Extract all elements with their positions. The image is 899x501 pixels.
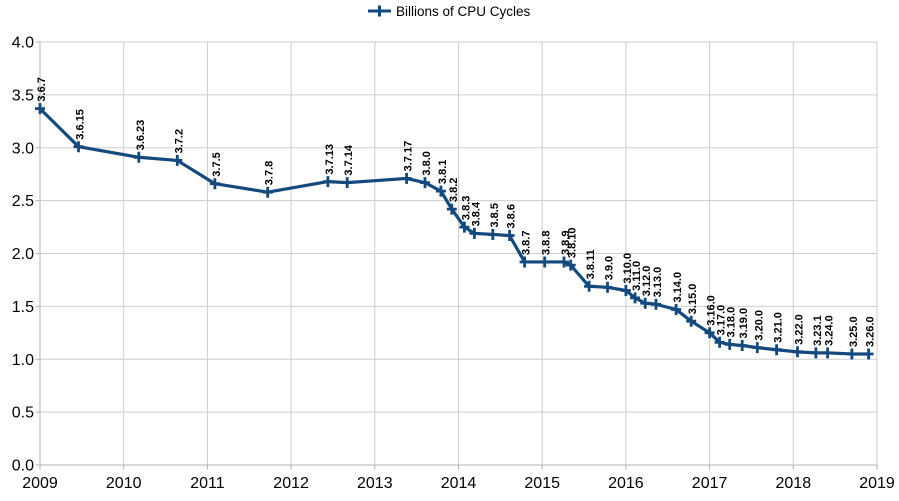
data-point-label: 3.8.6 — [506, 204, 518, 228]
data-point-label: 3.8.10 — [567, 228, 579, 259]
x-axis-tick-label: 2010 — [106, 475, 142, 492]
data-point-label: 3.7.13 — [324, 144, 336, 175]
data-point-label: 3.20.0 — [753, 310, 765, 341]
data-point-label: 3.18.0 — [726, 307, 738, 338]
y-axis-tick-label: 1.0 — [12, 352, 34, 369]
data-point-label: 3.24.0 — [824, 315, 836, 346]
data-point-label: 3.25.0 — [848, 316, 860, 347]
data-point-label: 3.8.2 — [448, 178, 460, 202]
x-axis-tick-label: 2011 — [190, 475, 225, 492]
data-point-labels: 3.6.7 3.6.15 3.6.23 3.7.2 3.7.5 3.7.8 3.7.13 3.… — [36, 77, 877, 347]
data-point-label: 3.8.9 — [560, 231, 572, 255]
data-point-label: 3.26.0 — [865, 316, 877, 347]
data-point-label: 3.10.0 — [622, 253, 634, 284]
x-axis-tick-label: 2019 — [859, 475, 895, 492]
y-axis-tick-label: 0.5 — [12, 405, 34, 422]
legend: Billions of CPU Cycles — [368, 4, 531, 19]
x-axis-tick-label: 2017 — [692, 475, 728, 492]
y-axis-tick-label: 3.5 — [12, 87, 34, 104]
x-axis-tick-label: 2018 — [776, 475, 812, 492]
data-point-label: 3.21.0 — [773, 312, 785, 343]
data-series — [35, 103, 874, 360]
legend-series-marker-icon — [368, 5, 391, 17]
data-point-label: 3.8.4 — [470, 201, 482, 226]
data-point-label: 3.8.3 — [460, 196, 472, 220]
data-point-label: 3.12.0 — [641, 266, 653, 297]
data-point-label: 3.19.0 — [738, 308, 750, 339]
x-axis-tick-label: 2012 — [273, 475, 309, 492]
data-point-label: 3.22.0 — [794, 314, 806, 345]
gridlines — [39, 41, 878, 466]
data-point-label: 3.8.11 — [585, 249, 597, 279]
data-point-label: 3.7.14 — [343, 144, 355, 175]
data-point-label: 3.13.0 — [652, 267, 664, 298]
data-point-label: 3.7.2 — [173, 129, 185, 153]
y-axis-tick-label: 1.5 — [12, 299, 34, 316]
data-point-label: 3.8.1 — [437, 160, 449, 184]
data-point-label: 3.7.8 — [264, 161, 276, 185]
data-point-label: 3.17.0 — [716, 305, 728, 336]
data-point-label: 3.8.0 — [421, 151, 433, 175]
x-axis-tick-label: 2009 — [22, 475, 58, 492]
data-point-label: 3.14.0 — [672, 272, 684, 303]
data-point-label: 3.16.0 — [706, 295, 718, 326]
data-point-label: 3.7.17 — [403, 141, 415, 172]
legend-series-label: Billions of CPU Cycles — [396, 4, 531, 19]
data-point-label: 3.23.1 — [812, 315, 824, 346]
data-point-label: 3.9.0 — [604, 256, 616, 280]
data-point-label: 3.11.0 — [631, 261, 643, 291]
x-axis-tick-label: 2016 — [608, 475, 644, 492]
y-axis-tick-label: 3.0 — [12, 140, 34, 157]
axis-tick-labels: 0.0 0.5 1.0 1.5 2.0 2.5 3.0 3.5 4.0 2009 2010 2011 2… — [12, 35, 895, 493]
x-axis-tick-label: 2013 — [357, 475, 393, 492]
x-axis-tick-label: 2015 — [524, 475, 560, 492]
data-point-label: 3.15.0 — [687, 284, 699, 315]
y-axis-tick-label: 2.5 — [12, 193, 34, 210]
data-point-label: 3.6.7 — [36, 77, 48, 101]
data-point-label: 3.6.23 — [135, 120, 147, 151]
data-point-label: 3.8.8 — [541, 231, 553, 255]
axis-tick-marks — [35, 41, 878, 470]
x-axis-tick-label: 2014 — [441, 475, 477, 492]
data-point-label: 3.8.5 — [489, 203, 501, 227]
y-axis-tick-label: 2.0 — [12, 246, 34, 263]
y-axis-tick-label: 0.0 — [12, 458, 34, 475]
data-point-label: 3.6.15 — [75, 109, 87, 140]
y-axis-tick-label: 4.0 — [12, 35, 34, 52]
data-point-markers — [35, 103, 874, 360]
data-point-label: 3.8.7 — [521, 231, 533, 255]
data-point-label: 3.7.5 — [211, 152, 223, 176]
